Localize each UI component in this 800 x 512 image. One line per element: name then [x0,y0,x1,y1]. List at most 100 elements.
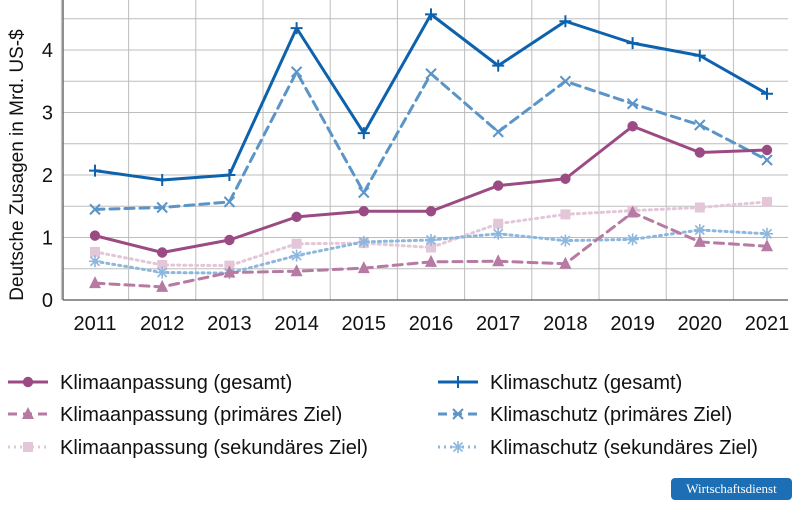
y-tick-label: 2 [42,165,53,187]
y-tick-label: 0 [42,290,53,312]
y-tick-label: 3 [42,103,53,125]
data-point [693,234,706,247]
data-point [89,203,101,216]
data-point [761,87,773,100]
series-1 [89,121,773,258]
data-point [694,119,706,131]
legend-label: Klimaschutz (primäres Ziel) [490,404,732,426]
x-tick-label: 2019 [610,313,655,335]
data-point [761,227,773,240]
data-point [560,209,571,220]
data-point [493,180,504,191]
legend-item: Klimaanpassung (gesamt) [8,372,292,394]
data-point [291,211,302,223]
data-point [694,147,705,158]
data-point [358,206,369,217]
data-point [290,66,303,78]
data-point [425,68,437,80]
legend-label: Klimaanpassung (sekundäres Ziel) [60,437,368,459]
data-point [291,238,302,249]
data-point [156,279,169,292]
x-tick-label: 2015 [342,313,387,335]
data-point [492,227,505,240]
data-point [559,75,572,87]
legend-label: Klimaschutz (gesamt) [490,372,682,394]
x-tick-label: 2020 [678,313,723,335]
data-point [89,230,101,241]
data-point [156,266,169,279]
data-point [762,196,772,207]
data-point [492,126,504,138]
x-tick-label: 2021 [745,313,790,335]
legend-swatch-marker [22,407,34,419]
x-tick-label: 2014 [274,313,319,335]
legend: Klimaanpassung (gesamt) Klimaanpassung (p… [8,372,758,459]
legend-item: Klimaschutz (sekundäres Ziel) [438,437,758,459]
data-point [223,169,236,181]
data-point [425,8,437,21]
x-tick-label: 2012 [140,313,185,335]
legend-item: Klimaanpassung (sekundäres Ziel) [8,437,368,459]
data-point [157,260,168,270]
data-point [493,218,504,229]
legend-item: Klimaschutz (primäres Ziel) [438,404,732,426]
data-point [693,49,706,62]
data-point [492,59,505,72]
data-point [492,254,505,267]
data-point [761,239,773,252]
data-point [224,234,235,246]
series-4 [89,8,773,186]
data-point [357,127,370,140]
data-point [425,254,437,267]
legend-item: Klimaschutz (gesamt) [438,372,682,394]
data-point [425,206,437,217]
data-point [426,242,436,253]
data-point [694,202,705,213]
legend-label: Klimaschutz (sekundäres Ziel) [490,437,758,459]
legend-swatch-marker [22,376,34,388]
data-point [626,205,639,218]
y-axis-label: Deutsche Zusagen in Mrd. US-$ [7,29,28,301]
data-point [89,164,101,177]
data-point [559,256,572,269]
data-point [156,201,168,214]
series-2 [89,205,773,292]
data-point [693,224,706,236]
data-point [358,186,370,199]
data-point [626,37,639,50]
data-point [761,154,773,166]
legend-label: Klimaanpassung (primäres Ziel) [60,404,342,426]
series-5 [89,66,773,216]
legend-swatch-marker [452,441,464,453]
x-tick-label: 2017 [476,313,521,335]
legend-swatch-marker [452,376,464,388]
data-point [560,173,571,184]
plot-area [63,0,788,300]
data-point [559,15,572,28]
data-point [156,174,169,186]
legend-swatch-marker [23,442,33,452]
y-tick-label: 1 [42,228,53,250]
publisher-badge: Wirtschaftsdienst [671,478,792,500]
data-point [290,264,303,277]
data-point [761,144,773,156]
legend-label: Klimaanpassung (gesamt) [60,372,292,394]
data-point [157,247,168,258]
x-tick-label: 2018 [543,313,588,335]
data-point [626,233,639,246]
data-point [290,22,303,35]
data-point [627,121,638,132]
data-point [223,196,236,208]
legend-item: Klimaanpassung (primäres Ziel) [8,404,342,426]
x-tick-label: 2013 [207,313,252,335]
data-point [425,234,437,246]
data-point [626,98,639,110]
x-tick-label: 2016 [409,313,454,335]
data-point [89,276,101,289]
x-tick-label: 2011 [73,313,116,335]
data-point [90,246,100,257]
data-point [357,235,370,248]
legend-swatch-marker [452,408,464,420]
data-point [223,265,236,278]
